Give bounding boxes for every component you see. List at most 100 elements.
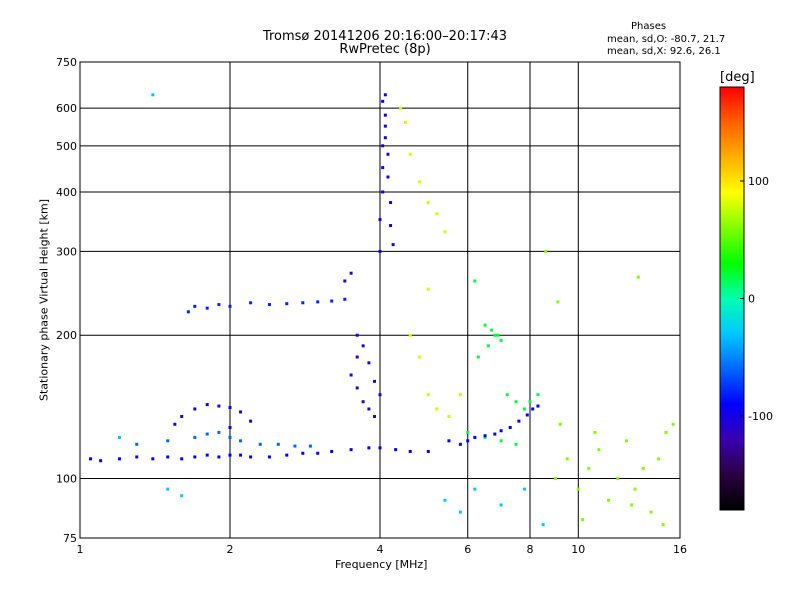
- data-point: [267, 455, 271, 459]
- data-point: [228, 425, 232, 429]
- data-point: [276, 442, 280, 446]
- colorbar-ticks: 100 0 -100: [740, 175, 773, 423]
- data-point: [671, 422, 675, 426]
- data-point: [166, 439, 170, 443]
- data-point: [517, 419, 521, 423]
- data-point: [151, 457, 155, 461]
- data-point: [217, 430, 221, 434]
- data-point: [493, 333, 497, 337]
- data-point: [381, 166, 385, 170]
- x-tick-label: 8: [527, 543, 534, 556]
- data-point: [239, 410, 243, 414]
- data-point: [193, 455, 197, 459]
- data-point: [193, 407, 197, 411]
- data-point: [355, 333, 359, 337]
- data-point: [239, 439, 243, 443]
- data-point: [381, 190, 385, 194]
- data-point: [173, 422, 177, 426]
- plot-frame: [79, 61, 681, 539]
- data-point: [558, 422, 562, 426]
- data-point: [625, 439, 629, 443]
- data-point: [417, 355, 421, 359]
- data-point: [641, 466, 645, 470]
- data-point: [349, 271, 353, 275]
- data-point: [443, 230, 447, 234]
- data-point: [408, 449, 412, 453]
- data-point: [383, 124, 387, 128]
- data-point: [330, 449, 334, 453]
- data-point: [228, 435, 232, 439]
- data-point: [473, 487, 477, 491]
- data-point: [525, 413, 529, 417]
- phase-stats-x: mean, sd,X: 92.6, 26.1: [607, 46, 721, 57]
- data-point: [386, 175, 390, 179]
- data-point: [493, 432, 497, 436]
- data-point: [267, 303, 271, 307]
- y-tick-label: 600: [56, 102, 77, 115]
- data-point: [523, 407, 527, 411]
- data-point: [343, 297, 347, 301]
- data-point: [505, 393, 509, 397]
- data-point: [378, 218, 382, 222]
- data-point: [593, 430, 597, 434]
- x-tick-label: 6: [464, 543, 471, 556]
- data-point: [408, 152, 412, 156]
- data-point: [499, 503, 503, 507]
- data-point: [383, 136, 387, 140]
- data-point: [373, 379, 377, 383]
- data-point: [228, 453, 232, 457]
- data-point: [633, 487, 637, 491]
- data-point: [301, 451, 305, 455]
- data-point: [383, 93, 387, 97]
- data-point: [394, 448, 398, 452]
- data-point: [117, 457, 121, 461]
- data-point: [308, 444, 312, 448]
- data-point: [205, 403, 209, 407]
- data-point: [499, 429, 503, 433]
- colorbar-tick-label: -100: [748, 410, 773, 423]
- x-tick-label: 2: [227, 543, 234, 556]
- y-tick-label: 75: [63, 532, 77, 545]
- data-point: [249, 419, 253, 423]
- data-point: [166, 455, 170, 459]
- data-point: [217, 455, 221, 459]
- data-point: [180, 414, 184, 418]
- y-tick-label: 100: [56, 473, 77, 486]
- data-point: [258, 442, 262, 446]
- data-point: [499, 338, 503, 342]
- data-point: [391, 243, 395, 247]
- data-point: [426, 449, 430, 453]
- data-point: [426, 287, 430, 291]
- data-point: [447, 414, 451, 418]
- data-point: [228, 406, 232, 410]
- data-point: [536, 393, 540, 397]
- data-point: [486, 344, 490, 348]
- data-point: [217, 404, 221, 408]
- data-point: [483, 435, 487, 439]
- data-point: [576, 487, 580, 491]
- data-point: [205, 432, 209, 436]
- data-point: [249, 455, 253, 459]
- data-point: [531, 407, 535, 411]
- data-point: [205, 453, 209, 457]
- data-point: [228, 304, 232, 308]
- y-axis-ticks: 75 100 200 300 400 500 600 750: [56, 56, 77, 545]
- data-point: [499, 439, 503, 443]
- data-point: [607, 498, 611, 502]
- data-point: [355, 355, 359, 359]
- data-point: [443, 498, 447, 502]
- chart-subtitle: RwPretec (8p): [339, 42, 431, 57]
- data-point: [378, 249, 382, 253]
- data-point: [355, 386, 359, 390]
- data-point: [249, 301, 253, 305]
- data-point: [99, 459, 103, 463]
- y-tick-label: 750: [56, 56, 77, 69]
- data-point: [285, 453, 289, 457]
- data-point: [151, 93, 155, 97]
- data-point: [193, 304, 197, 308]
- data-point: [316, 451, 320, 455]
- data-point: [403, 120, 407, 124]
- data-point: [408, 333, 412, 337]
